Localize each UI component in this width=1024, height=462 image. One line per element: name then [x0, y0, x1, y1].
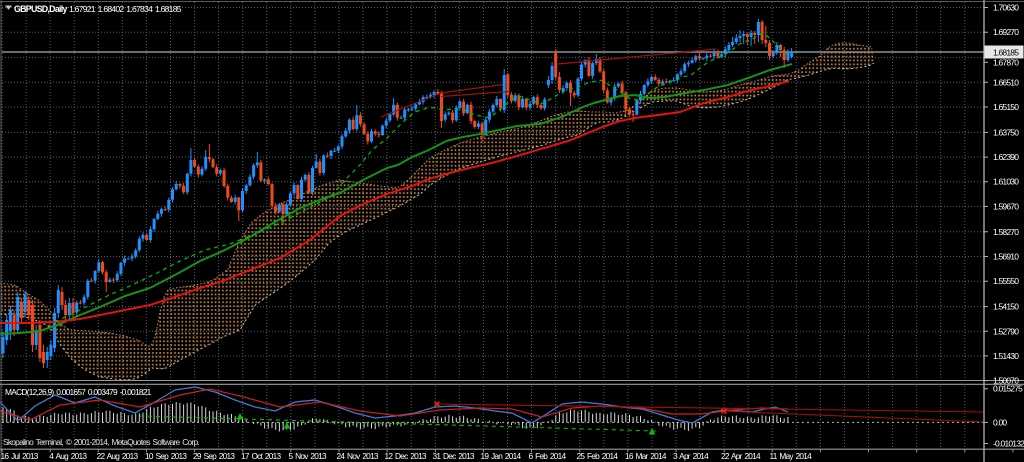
- svg-text:1.51430: 1.51430: [993, 351, 1019, 361]
- svg-text:12 Dec 2013: 12 Dec 2013: [385, 451, 427, 461]
- svg-text:11 May 2014: 11 May 2014: [770, 451, 813, 461]
- svg-text:1.65150: 1.65150: [993, 102, 1019, 112]
- svg-text:17 Oct 2013: 17 Oct 2013: [241, 451, 281, 461]
- svg-text:6 Feb 2014: 6 Feb 2014: [529, 451, 567, 461]
- svg-text:10 Sep 2013: 10 Sep 2013: [145, 451, 187, 461]
- svg-text:GBPUSD,Daily: GBPUSD,Daily: [14, 4, 68, 14]
- svg-text:3 Apr 2014: 3 Apr 2014: [673, 451, 709, 461]
- svg-text:1.56910: 1.56910: [993, 252, 1019, 262]
- svg-text:24 Nov 2013: 24 Nov 2013: [337, 451, 379, 461]
- svg-text:-0.010132: -0.010132: [993, 439, 1024, 449]
- svg-text:29 Sep 2013: 29 Sep 2013: [193, 451, 235, 461]
- svg-text:22 Apr 2014: 22 Apr 2014: [721, 451, 761, 461]
- svg-text:16 Jul 2013: 16 Jul 2013: [1, 451, 39, 461]
- svg-text:1.63750: 1.63750: [993, 127, 1019, 137]
- svg-text:25 Feb 2014: 25 Feb 2014: [577, 451, 619, 461]
- svg-text:1.54150: 1.54150: [993, 302, 1019, 312]
- svg-text:0.00: 0.00: [993, 417, 1007, 427]
- svg-text:16 Mar 2014: 16 Mar 2014: [625, 451, 667, 461]
- svg-text:22 Aug 2013: 22 Aug 2013: [97, 451, 139, 461]
- svg-text:1.50070: 1.50070: [993, 376, 1019, 386]
- svg-text:31 Dec 2013: 31 Dec 2013: [433, 451, 475, 461]
- svg-text:MACD(12,26,9) 0.001657 0.00347: MACD(12,26,9) 0.001657 0.003479 -0.00182…: [5, 387, 152, 397]
- svg-text:4 Aug 2013: 4 Aug 2013: [49, 451, 87, 461]
- svg-text:0.015275: 0.015275: [993, 384, 1023, 394]
- svg-text:1.52790: 1.52790: [993, 326, 1019, 336]
- svg-text:1.67921 1.68402 1.67834 1.6818: 1.67921 1.68402 1.67834 1.68185: [69, 4, 182, 14]
- svg-text:1.61030: 1.61030: [993, 177, 1019, 187]
- svg-text:5 Nov 2013: 5 Nov 2013: [289, 451, 327, 461]
- svg-text:1.70630: 1.70630: [993, 3, 1019, 13]
- svg-text:1.66510: 1.66510: [993, 77, 1019, 87]
- svg-text:1.58270: 1.58270: [993, 227, 1019, 237]
- svg-text:1.55550: 1.55550: [993, 276, 1019, 286]
- svg-text:19 Jan 2014: 19 Jan 2014: [481, 451, 522, 461]
- svg-text:1.68185: 1.68185: [993, 48, 1019, 58]
- svg-text:1.62390: 1.62390: [993, 152, 1019, 162]
- svg-text:1.69270: 1.69270: [993, 27, 1019, 37]
- svg-text:1.67870: 1.67870: [993, 57, 1019, 67]
- svg-text:Skopalino Terminal, © 2001-201: Skopalino Terminal, © 2001-2014, MetaQuo…: [3, 437, 199, 447]
- svg-text:1.59670: 1.59670: [993, 201, 1019, 211]
